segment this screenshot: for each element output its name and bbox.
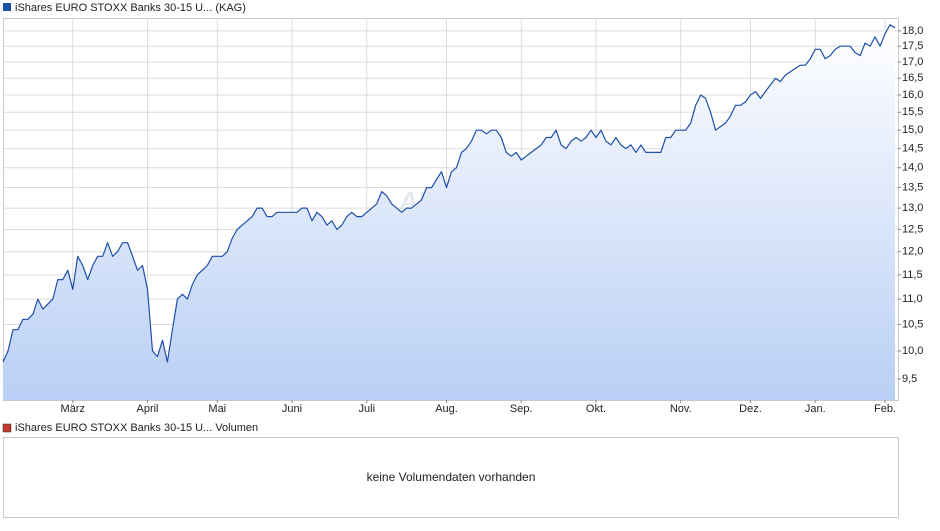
x-tick-label: Jan. — [805, 403, 826, 415]
x-tick-label: Juni — [282, 403, 302, 415]
y-tick-label: 16,0 — [902, 89, 923, 101]
x-tick-label: Nov. — [670, 403, 692, 415]
y-tick-label: 10,0 — [902, 345, 923, 357]
legend-swatch — [2, 423, 12, 433]
y-tick-label: 14,5 — [902, 143, 923, 155]
volume-frame — [3, 437, 899, 518]
price-line — [2, 24, 896, 363]
y-tick-label: 15,5 — [902, 106, 923, 118]
y-tick-label: 18,0 — [902, 25, 923, 37]
y-tick-label: 12,5 — [902, 223, 923, 235]
x-tick-label: Okt. — [586, 403, 606, 415]
y-tick-label: 12,0 — [902, 246, 923, 258]
x-tick-label: Dez. — [739, 403, 762, 415]
y-tick-label: 11,5 — [902, 269, 923, 281]
y-tick-label: 13,0 — [902, 202, 923, 214]
x-tick-label: Aug. — [435, 403, 458, 415]
y-tick-label: 15,0 — [902, 124, 923, 136]
legend-label: iShares EURO STOXX Banks 30-15 U... (KAG… — [15, 2, 246, 14]
x-tick-label: April — [137, 403, 159, 415]
y-tick-label: 10,5 — [902, 318, 923, 330]
x-tick-label: Mai — [208, 403, 226, 415]
legend-swatch — [3, 3, 11, 11]
y-tick-label: 11,0 — [902, 293, 923, 305]
legend-label: iShares EURO STOXX Banks 30-15 U... Volu… — [15, 422, 258, 434]
y-tick-label: 17,5 — [902, 40, 923, 52]
x-tick-label: Feb. — [874, 403, 896, 415]
y-tick-label: 14,0 — [902, 162, 923, 174]
no-data-message: keine Volumendaten vorhanden — [367, 470, 536, 484]
area — [3, 24, 895, 401]
y-tick-label: 9,5 — [902, 373, 917, 385]
x-tick-label: Juli — [359, 403, 376, 415]
y-tick-label: 16,5 — [902, 72, 923, 84]
y-tick-label: 13,5 — [902, 181, 923, 193]
y-tick-label: 17,0 — [902, 56, 923, 68]
x-tick-label: Sep. — [510, 403, 533, 415]
x-tick-label: März — [61, 403, 85, 415]
